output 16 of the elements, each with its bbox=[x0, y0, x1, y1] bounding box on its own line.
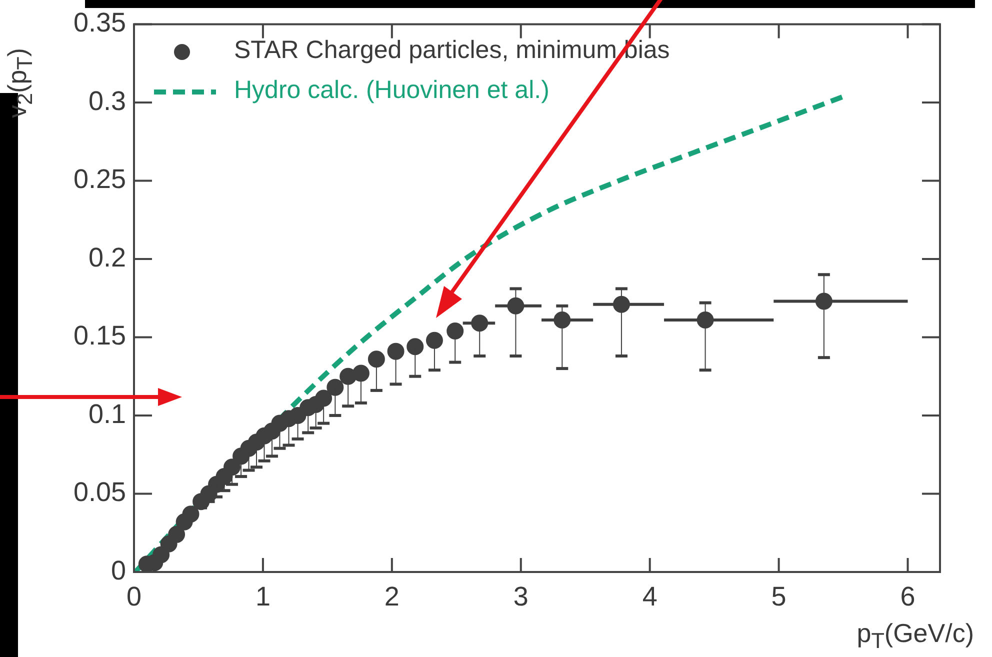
x-tick-label: 5 bbox=[771, 582, 786, 612]
y-tick-label: 0.3 bbox=[88, 86, 126, 116]
x-tick-label: 3 bbox=[513, 582, 528, 612]
y-tick-label: 0.2 bbox=[88, 242, 126, 272]
y-tick-label: 0.05 bbox=[73, 477, 126, 508]
x-tick-label: 2 bbox=[384, 582, 400, 612]
x-tick-label: 6 bbox=[900, 582, 916, 612]
legend-label: Hydro calc. (Huovinen et al.) bbox=[234, 76, 550, 104]
y-tick-label: 0.15 bbox=[73, 320, 126, 351]
y-tick-label: 0.25 bbox=[73, 164, 126, 194]
y-tick-label: 0 bbox=[110, 555, 126, 586]
x-axis-title: p$_{T}$(GeV/c) bbox=[856, 618, 974, 654]
x-tick-label: 4 bbox=[642, 582, 658, 612]
x-tick-label: 1 bbox=[255, 582, 270, 612]
y-tick-label: 0.1 bbox=[88, 398, 126, 429]
y-tick-label: 0.35 bbox=[73, 8, 126, 38]
